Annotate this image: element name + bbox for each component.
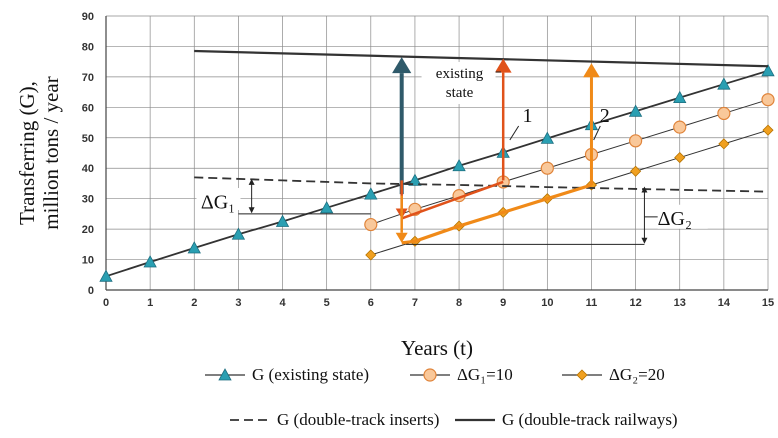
axes: 0 1 2 3 4 5 6 7 8 9 10 11 12 13 14 15010203040506070809…: [82, 11, 774, 309]
construction-line: [401, 183, 592, 245]
y-tick-label: 80: [82, 41, 94, 53]
delta-g2-box: [657, 204, 708, 229]
x-tick-label: 0: [103, 297, 109, 309]
legend-marker: [218, 368, 232, 381]
x-tick-label: 9: [500, 297, 506, 309]
series-label-2: 2: [600, 105, 610, 127]
data-point: [717, 77, 731, 90]
x-tick-label: 10: [541, 297, 553, 309]
y-tick-label: 30: [82, 194, 94, 206]
data-point: [717, 106, 731, 121]
data-point: [628, 104, 643, 117]
x-tick-label: 13: [674, 297, 686, 309]
delta-g1-label: ΔG₁: [201, 191, 235, 213]
y-axis-label: Transferring (G),: [15, 81, 39, 225]
y-tick-label: 60: [82, 102, 94, 114]
y-tick-label: 20: [82, 224, 94, 236]
data-point: [452, 158, 466, 172]
data-point: [319, 200, 334, 214]
data-point: [364, 217, 378, 232]
data-point: [761, 93, 775, 107]
arrow-up-head: [494, 58, 512, 73]
y-tick-label: 0: [88, 285, 94, 297]
legend-label: G (existing state): [252, 365, 369, 384]
y-tick-label: 90: [82, 11, 94, 23]
x-tick-label: 6: [368, 297, 374, 309]
data-point: [762, 124, 774, 136]
existing-state-label: state: [446, 85, 474, 101]
y-tick-label: 40: [82, 163, 94, 175]
x-tick-label: 4: [279, 297, 286, 309]
x-tick-label: 3: [235, 297, 241, 309]
legend: G (existing state) ΔG₁=10 ΔG₂=20 G (double-…: [205, 365, 678, 429]
series-line: [194, 176, 769, 193]
y-tick-label: 10: [82, 255, 94, 267]
data-point: [408, 173, 422, 186]
existing-state-box: [421, 62, 496, 104]
labels: Years (t) Transferring (G), million tons /…: [15, 76, 473, 360]
annotations: existing state 1 2 ΔG₁ ΔG₂: [196, 57, 708, 245]
data-point: [540, 131, 555, 144]
delta-g1-tip: [248, 207, 255, 214]
data-point: [673, 120, 687, 134]
data-point: [674, 152, 686, 164]
data-point: [99, 269, 113, 282]
series-line: [194, 49, 769, 68]
arrow-down-head: [395, 232, 408, 243]
legend-label: ΔG₂=20: [609, 365, 665, 384]
legend-marker: [576, 369, 588, 381]
y-tick-label: 70: [82, 72, 94, 84]
delta-g2-label: ΔG₂: [658, 208, 692, 230]
data-point: [540, 161, 554, 175]
arrow-up-head: [583, 63, 600, 78]
label-1-leader: [509, 125, 520, 141]
data-point: [364, 187, 378, 200]
arrow-existing-state-head: [392, 57, 412, 74]
data-point: [275, 214, 290, 227]
delta-g2-tip: [641, 237, 648, 244]
y-tick-label: 50: [82, 133, 94, 145]
x-tick-label: 15: [762, 297, 774, 309]
data-point: [585, 179, 598, 191]
label-2-leader: [593, 125, 601, 141]
data-point: [628, 134, 643, 148]
x-tick-label: 1: [147, 297, 153, 309]
x-tick-label: 5: [324, 297, 330, 309]
y-axis-label: million tons / year: [39, 76, 63, 229]
legend-label: G (double-track railways): [502, 410, 678, 429]
data-point: [231, 227, 246, 240]
delta-g1-box: [196, 188, 241, 211]
x-axis-label: Years (t): [401, 336, 473, 360]
series-label-1: 1: [522, 105, 532, 127]
data-point: [630, 165, 642, 177]
series-line: [370, 99, 769, 226]
legend-marker: [423, 368, 437, 382]
legend-label: ΔG₁=10: [457, 365, 513, 384]
construction-line: [401, 180, 504, 220]
x-tick-label: 8: [456, 297, 462, 309]
x-tick-label: 2: [191, 297, 197, 309]
data-point: [718, 138, 730, 150]
data-point: [365, 249, 377, 261]
data-point: [187, 241, 201, 254]
legend-label: G (double-track inserts): [277, 410, 439, 429]
delta-g1-tip: [248, 178, 255, 185]
delta-g2-tip: [641, 186, 648, 193]
data-point: [143, 255, 157, 268]
data-point: [673, 90, 687, 103]
series-line: [105, 69, 769, 278]
data-point: [761, 63, 775, 77]
x-tick-label: 11: [586, 297, 598, 309]
x-tick-label: 12: [629, 297, 641, 309]
x-tick-label: 7: [412, 297, 418, 309]
existing-state-label: existing: [436, 66, 484, 82]
x-tick-label: 14: [718, 297, 731, 309]
